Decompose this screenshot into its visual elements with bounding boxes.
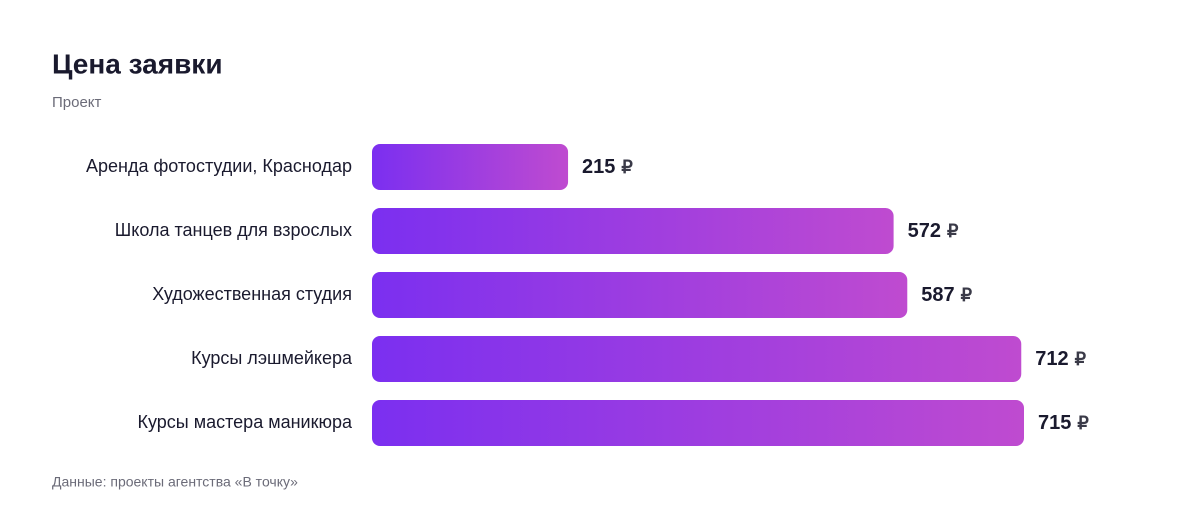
- category-label: Школа танцев для взрослых: [115, 220, 352, 240]
- value-number: 572: [908, 220, 941, 242]
- bar: [372, 272, 908, 318]
- value-label: 715 ₽: [1038, 412, 1089, 434]
- value-number: 587: [921, 284, 954, 306]
- chart-title: Цена заявки: [52, 48, 223, 79]
- value-unit: ₽: [961, 285, 973, 305]
- category-label: Художественная студия: [152, 284, 352, 304]
- value-number: 715: [1038, 412, 1071, 434]
- value-label: 712 ₽: [1035, 348, 1086, 370]
- value-unit: ₽: [621, 157, 633, 177]
- value-label: 572 ₽: [908, 220, 959, 242]
- bar: [372, 400, 1024, 446]
- value-label: 215 ₽: [582, 156, 633, 178]
- value-label: 587 ₽: [921, 284, 972, 306]
- value-unit: ₽: [1077, 413, 1089, 433]
- value-number: 712: [1035, 348, 1068, 370]
- value-unit: ₽: [947, 221, 959, 241]
- chart-subtitle: Проект: [52, 94, 102, 111]
- category-label: Курсы лэшмейкера: [191, 348, 353, 368]
- bar: [372, 144, 569, 190]
- value-unit: ₽: [1075, 349, 1087, 369]
- footnote: Данные: проекты агентства «В точку»: [52, 474, 298, 490]
- value-number: 215: [582, 156, 615, 178]
- bar: [372, 208, 894, 254]
- category-label: Курсы мастера маникюра: [138, 412, 353, 432]
- bar: [372, 336, 1022, 382]
- category-label: Аренда фотостудии, Краснодар: [86, 156, 352, 176]
